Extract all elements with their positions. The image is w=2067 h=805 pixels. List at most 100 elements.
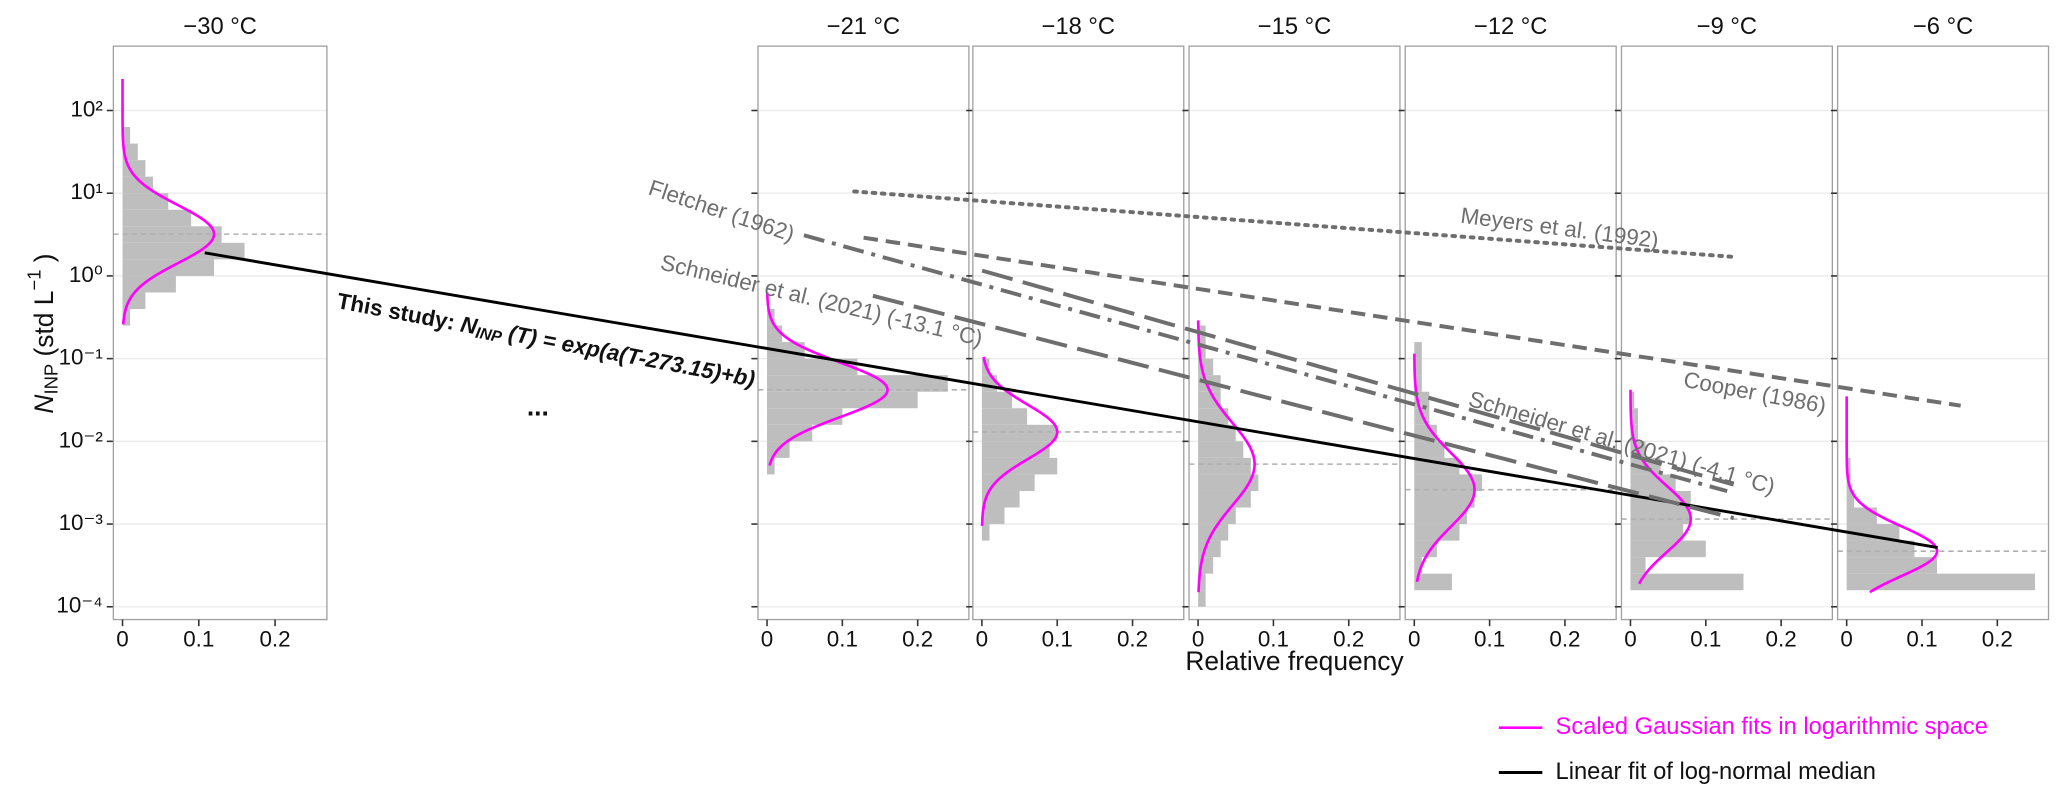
y-tick-label: 10⁻¹ [59,345,103,370]
y-label-unit: (std L [29,291,59,364]
histogram-bar [1630,573,1744,591]
annotation-prefix: This study: [335,288,463,336]
panel-frame [1620,45,1834,621]
x-tick-label: 0 [976,627,988,652]
histogram-bar [1414,375,1422,392]
histogram-bar [1846,490,1855,508]
histogram-bar [981,424,1058,442]
histogram-bar [1846,507,1877,525]
gaussian-fit [980,356,1059,526]
annotation-formula: (T) = exp(a(T-273.15)+b) [500,319,757,391]
histogram-bar [767,358,858,376]
parameterization-line [872,293,1735,521]
histogram-bar [981,474,1035,491]
histogram-bar [1198,408,1229,425]
histogram-bar [122,127,131,144]
histogram-bar [1414,358,1422,376]
y-label-symbol: N [29,394,59,414]
histogram-bar [1846,540,1915,558]
x-tick-label: 0 [1624,627,1636,652]
x-tick-label: 0.2 [1549,627,1580,652]
histogram-bar [1414,457,1460,475]
histogram-bar [1846,573,2035,591]
x-tick-label: 0.1 [1906,627,1937,652]
histogram-bar [1846,524,1900,541]
histogram-bar [122,209,192,227]
panel: 0 0.1 0.2 −15 °C [1182,14,1401,652]
panel-title: −21 °C [827,14,900,40]
x-tick-label: 0.2 [1766,627,1797,652]
histogram-bar [1414,342,1422,359]
histogram-bar [767,375,948,392]
histogram-bar [122,193,169,210]
plot-area: NINP (std L−1 ) Relative frequency 10⁻⁴1… [23,14,2050,785]
panel-frame [757,45,970,621]
histogram-bar [767,325,783,343]
panel-title: −9 °C [1697,14,1757,40]
panel-title: −15 °C [1258,14,1331,40]
x-tick-label: 0.2 [1333,627,1364,652]
histogram-bar [1198,457,1251,475]
panel-title: −12 °C [1474,14,1547,40]
panel-background [972,46,1184,620]
histogram-bar [1846,457,1851,475]
histogram-bar [981,524,990,541]
histogram-bar [1198,391,1221,409]
histogram-bar [1630,391,1635,409]
annotation-subscript: INP [474,325,503,347]
x-tick-label: 0.1 [1258,627,1289,652]
histogram-bar [122,275,176,293]
x-axis-label: Relative frequency [1185,646,1404,676]
histogram-bar [1630,540,1706,558]
panel: 0 0.1 0.2 −18 °C [966,14,1185,652]
histogram-bar [981,441,1050,458]
ellipsis: ... [527,392,549,422]
panel-title: −30 °C [183,14,256,40]
panel-frame [1404,45,1617,621]
histogram-bar [1630,557,1646,574]
parameterization-line [981,268,1735,487]
histogram-bar [981,375,997,392]
y-tick-label: 10² [70,96,103,121]
x-tick-label: 0 [116,627,128,652]
panel-frame [1188,45,1401,621]
parameterization-line [863,235,1961,408]
histogram-bar [1630,408,1639,425]
histogram-bar [1414,557,1422,574]
y-tick-label: 10¹ [70,179,102,204]
y-label-subscript: INP [41,364,62,395]
panel-title: −18 °C [1042,14,1115,40]
histogram-bar [1198,342,1206,359]
x-tick-label: 0 [1840,627,1852,652]
histogram-bar [1414,507,1468,525]
gaussian-fit [1196,320,1256,593]
panel: 0 0.1 0.2 −21 °C [751,14,970,652]
parameterization-line [803,233,1728,494]
histogram-bar [767,424,813,442]
panel: 0 0.1 0.2 −9 °C [1614,14,1834,652]
histogram-bar [1414,573,1452,591]
histogram-bar [981,391,1013,409]
histogram-bar [981,408,1028,425]
histogram-bar [1630,507,1691,525]
panel-frame [1836,45,2050,621]
histogram-bar [1198,441,1244,458]
parameterization-line [204,251,1938,549]
x-tick-label: 0 [1408,627,1420,652]
panel-frame [972,45,1185,621]
legend-label: Linear fit of log-normal median [1556,759,1876,785]
histogram-bar [1198,590,1206,607]
panel-frame [112,45,328,621]
histogram-bar [981,490,1020,508]
x-tick-label: 0.2 [1982,627,2013,652]
histogram-bar [1630,524,1684,541]
histogram-bar [1198,540,1221,558]
histogram-bar [122,143,138,161]
gaussian-fit [1845,396,1939,594]
x-tick-label: 0.2 [902,627,933,652]
panel: 10⁻⁴ 10⁻³ 10⁻² 10⁻¹ 10⁰ 10¹ 10² 0 0.1 0.2 −30 °C [56,14,328,652]
x-tick-label: 0.1 [1474,627,1505,652]
histogram-bar [767,391,918,409]
x-tick-label: 0.1 [1042,627,1073,652]
legend-label: Scaled Gaussian fits in logarithmic spac… [1556,714,1988,740]
